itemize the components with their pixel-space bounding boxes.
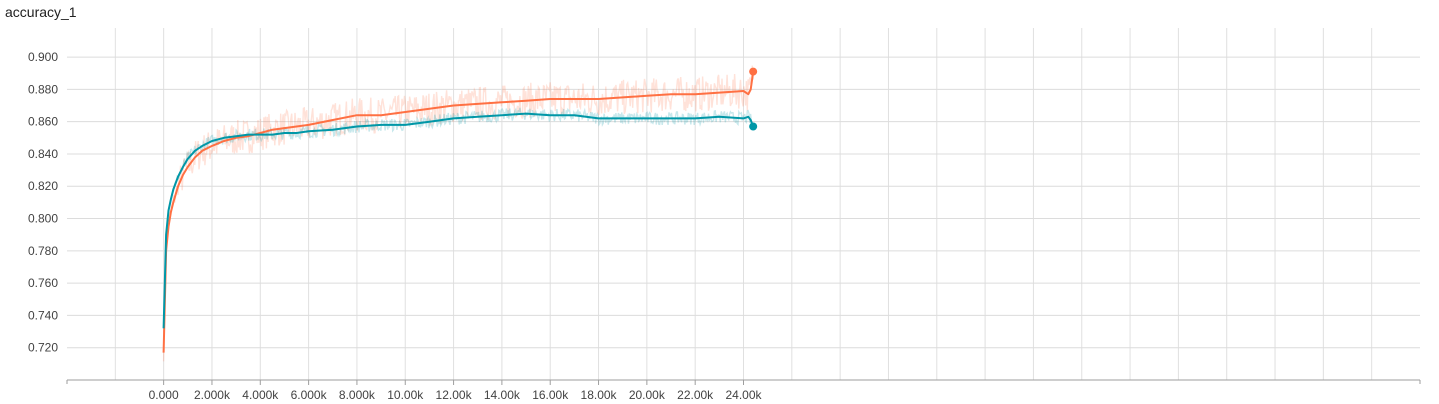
x-tick-label: 12.00k <box>436 388 473 402</box>
y-tick-label: 0.840 <box>28 147 58 161</box>
x-tick-label: 2.000k <box>194 388 231 402</box>
y-tick-label: 0.740 <box>28 308 58 322</box>
x-tick-label: 18.00k <box>581 388 618 402</box>
x-tick-label: 6.000k <box>291 388 328 402</box>
smoothed-series-line <box>162 112 755 329</box>
y-tick-label: 0.760 <box>28 276 58 290</box>
smoothed-series-lines <box>162 71 755 353</box>
y-tick-label: 0.900 <box>28 50 58 64</box>
y-tick-label: 0.820 <box>28 179 58 193</box>
x-tick-label: 0.000 <box>149 388 179 402</box>
smoothed-series-line <box>162 71 755 353</box>
chart-title: accuracy_1 <box>5 4 77 20</box>
grid-lines <box>67 28 1420 380</box>
x-tick-label: 24.00k <box>725 388 762 402</box>
raw-series-line <box>162 107 754 328</box>
series-end-marker <box>749 122 758 131</box>
x-tick-label: 16.00k <box>532 388 569 402</box>
x-tick-label: 8.000k <box>339 388 376 402</box>
x-tick-label: 4.000k <box>242 388 279 402</box>
x-tick-label: 10.00k <box>387 388 424 402</box>
x-tick-label: 14.00k <box>484 388 521 402</box>
series-end-markers <box>749 67 758 131</box>
raw-series-line <box>162 65 754 362</box>
y-tick-label: 0.780 <box>28 244 58 258</box>
y-tick-label: 0.880 <box>28 82 58 96</box>
y-axis: 0.720 0.740 0.760 0.780 0.800 0.820 0.840 0.860… <box>28 50 58 355</box>
x-axis: 0.000 2.000k 4.000k 6.000k 8.000k 10.00k 12.00… <box>66 379 1421 402</box>
series-end-marker <box>749 67 758 76</box>
raw-series-lines <box>162 65 754 362</box>
y-tick-label: 0.800 <box>28 212 58 226</box>
y-tick-label: 0.860 <box>28 115 58 129</box>
y-tick-label: 0.720 <box>28 341 58 355</box>
x-tick-label: 22.00k <box>677 388 714 402</box>
x-tick-label: 20.00k <box>629 388 666 402</box>
